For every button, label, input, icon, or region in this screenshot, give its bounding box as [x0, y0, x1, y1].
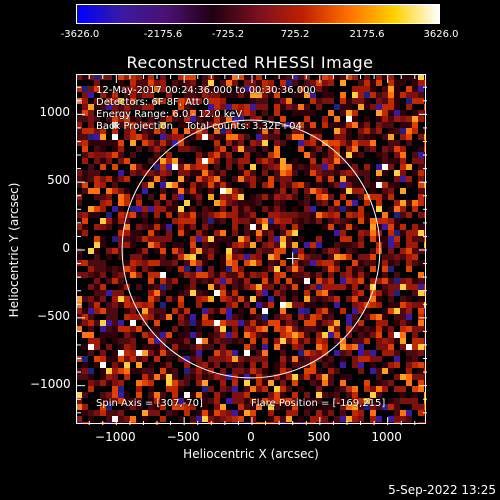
y-tick-label: −1000 — [30, 376, 71, 391]
x-axis-label: Heliocentric X (arcsec) — [183, 447, 319, 461]
colorbar-label: -3626.0 — [60, 29, 100, 40]
detectors-info: Detectors: 6F 8F, Att 0 — [96, 97, 210, 108]
colorbar-label: -725.2 — [211, 29, 245, 40]
colorbar — [76, 4, 440, 24]
colorbar-label: 3626.0 — [423, 29, 459, 40]
time-range: 12-May-2017 00:24:36.000 to 00:30:36.000 — [96, 85, 316, 96]
plot-timestamp: 5-Sep-2022 13:25 — [388, 483, 496, 497]
rhessi-image — [76, 74, 426, 424]
rhessi-image-panel: 12-May-2017 00:24:36.000 to 00:30:36.000… — [76, 74, 426, 424]
energy-range: Energy Range: 6.0 - 12.0 keV — [96, 109, 243, 120]
plot-title: Reconstructed RHESSI Image — [126, 53, 374, 72]
spin-axis-label: Spin Axis = [307,-70] — [96, 398, 203, 409]
y-axis-label: Heliocentric Y (arcsec) — [7, 182, 21, 318]
image-pixels — [76, 74, 426, 424]
x-tick-label: 1000 — [371, 430, 402, 444]
colorbar-label: 2175.6 — [349, 29, 385, 40]
y-tick-label: 1000 — [39, 105, 70, 120]
y-tick-label: 500 — [47, 173, 70, 188]
x-tick-label: −500 — [166, 430, 200, 444]
colorbar-label: 725.2 — [280, 29, 310, 40]
colorbar-label: -2175.6 — [143, 29, 183, 40]
x-tick-label: 0 — [247, 430, 255, 444]
x-tick-label: 500 — [307, 430, 331, 444]
y-tick-label: 0 — [62, 241, 70, 255]
y-tick-label: −500 — [37, 308, 70, 323]
solar-limb-circle — [121, 119, 381, 379]
flare-position-label: Flare Position = [-169,215] — [251, 398, 386, 409]
spin-axis-crosshair-icon — [286, 252, 299, 265]
method-and-counts: Back Projection Total counts: 3.32E+04 — [96, 121, 302, 132]
x-tick-label: −1000 — [95, 430, 136, 444]
